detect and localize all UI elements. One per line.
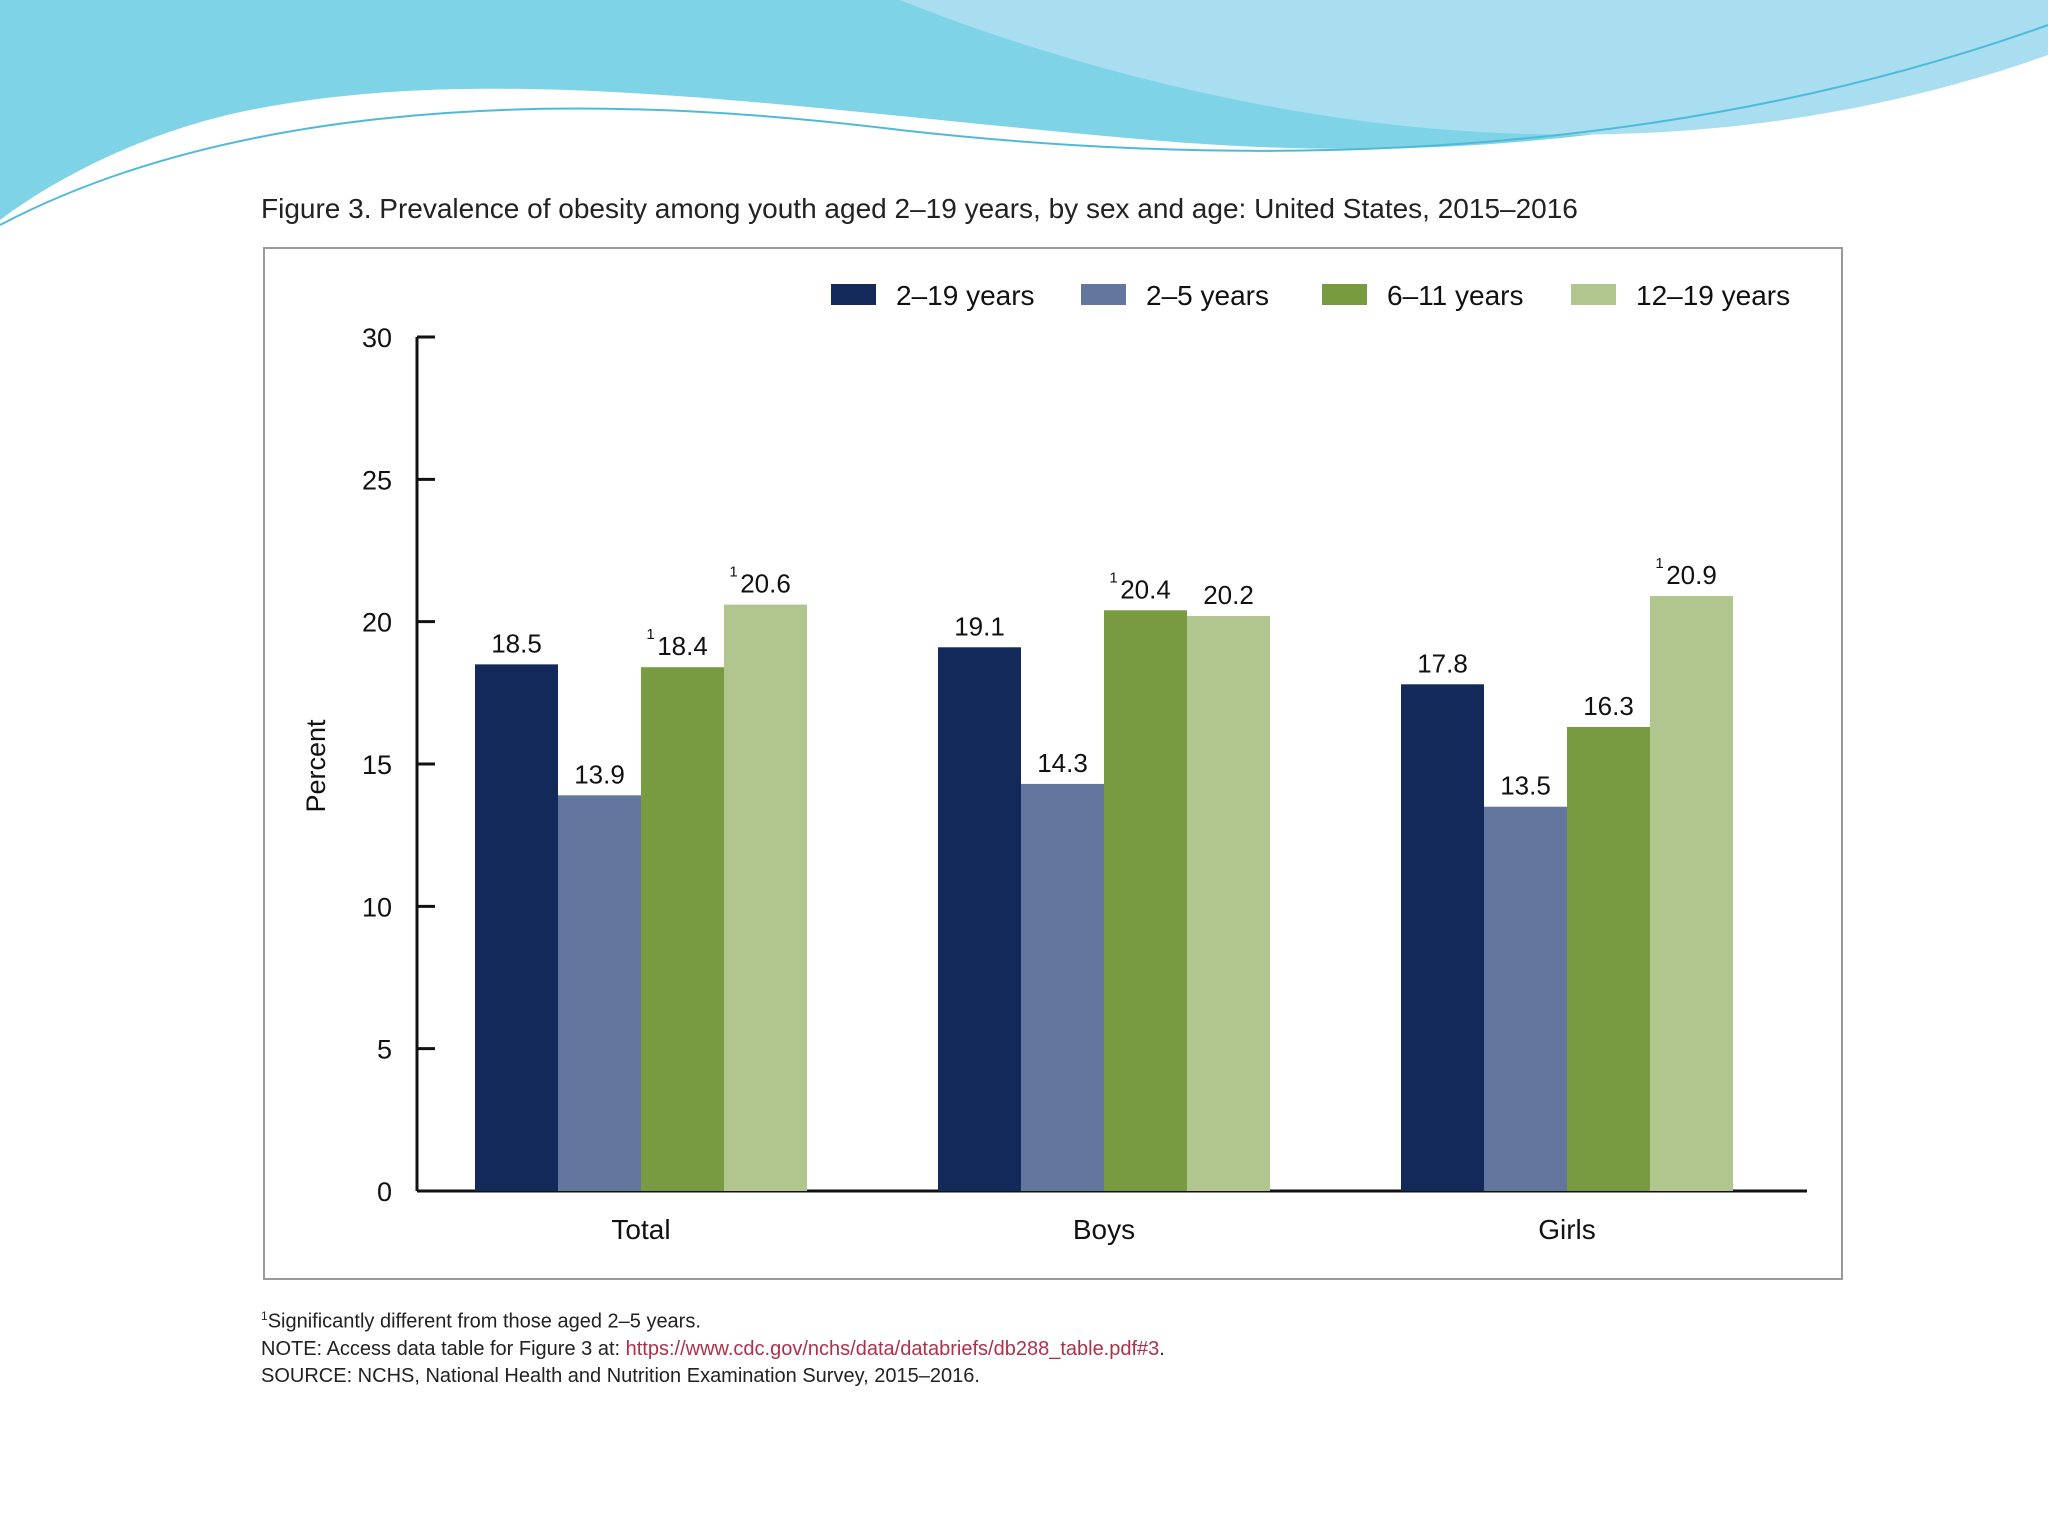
note-suffix: . xyxy=(1159,1337,1165,1360)
bar-value-label: 19.1 xyxy=(954,611,1005,641)
legend-swatch xyxy=(1322,284,1367,305)
bar-value-label: 13.5 xyxy=(1500,771,1551,801)
note-prefix: NOTE: Access data table for Figure 3 at: xyxy=(261,1337,626,1360)
source-note: SOURCE: NCHS, National Health and Nutrit… xyxy=(261,1364,980,1387)
bar-value-label: 17.8 xyxy=(1417,648,1468,678)
bar-value-label: 14.3 xyxy=(1037,748,1088,778)
bar xyxy=(475,664,558,1191)
y-tick-label: 10 xyxy=(362,892,392,922)
y-axis-title: Percent xyxy=(301,719,331,813)
y-tick-label: 0 xyxy=(377,1177,392,1207)
x-category-label: Total xyxy=(611,1214,670,1245)
footnotes: 1Significantly different from those aged… xyxy=(261,1303,1165,1390)
bar-value-label: 18.5 xyxy=(491,628,542,658)
legend-label: 2–5 years xyxy=(1146,280,1269,311)
significance-marker: 1 xyxy=(729,564,737,581)
y-tick-label: 30 xyxy=(362,323,392,353)
bar-value-label: 18.4 xyxy=(657,631,708,661)
y-tick-label: 20 xyxy=(362,608,392,638)
x-category-label: Boys xyxy=(1073,1214,1135,1245)
legend-label: 6–11 years xyxy=(1387,280,1523,311)
x-category-label: Girls xyxy=(1538,1214,1596,1245)
significance-marker: 1 xyxy=(1655,555,1663,572)
bar xyxy=(1187,615,1270,1191)
bar xyxy=(1484,806,1567,1191)
significance-marker: 1 xyxy=(646,626,654,643)
bar xyxy=(1021,783,1104,1191)
y-tick-label: 5 xyxy=(377,1035,392,1065)
bar xyxy=(641,667,724,1191)
figure: Figure 3. Prevalence of obesity among yo… xyxy=(255,185,1860,1395)
footnote-marker: 1 xyxy=(261,1309,268,1323)
access-note: NOTE: Access data table for Figure 3 at:… xyxy=(261,1336,1165,1363)
legend-swatch xyxy=(1571,284,1616,305)
bar-value-label: 13.9 xyxy=(574,759,625,789)
data-table-link[interactable]: https://www.cdc.gov/nchs/data/databriefs… xyxy=(625,1337,1160,1360)
y-tick-label: 25 xyxy=(362,465,392,495)
y-tick-label: 15 xyxy=(362,750,392,780)
bar xyxy=(938,647,1021,1191)
bar xyxy=(1104,610,1187,1191)
legend-label: 2–19 years xyxy=(896,280,1035,311)
bar-value-label: 20.9 xyxy=(1666,560,1717,590)
decorative-wave-header xyxy=(0,0,2048,226)
bar xyxy=(1567,726,1650,1191)
legend-swatch xyxy=(1081,284,1126,305)
bar xyxy=(1401,684,1484,1191)
legend-label: 12–19 years xyxy=(1636,280,1790,311)
bar xyxy=(1650,596,1733,1191)
bar-value-label: 20.4 xyxy=(1120,574,1171,604)
significance-marker: 1 xyxy=(1109,569,1117,586)
bar xyxy=(724,604,807,1191)
legend-swatch xyxy=(831,284,876,305)
significance-note: 1Significantly different from those aged… xyxy=(261,1303,1165,1336)
significance-text: Significantly different from those aged … xyxy=(267,1310,701,1333)
bar xyxy=(558,795,641,1191)
chart-frame: 0 5 10 15 20 25 30 Percent 18.5 13.9 18.4 1 20.6 1 To… xyxy=(263,247,1843,1280)
bar-value-label: 20.2 xyxy=(1203,580,1254,610)
bar-value-label: 16.3 xyxy=(1583,691,1634,721)
bar-value-label: 20.6 xyxy=(740,569,791,599)
figure-title: Figure 3. Prevalence of obesity among yo… xyxy=(261,193,1578,224)
